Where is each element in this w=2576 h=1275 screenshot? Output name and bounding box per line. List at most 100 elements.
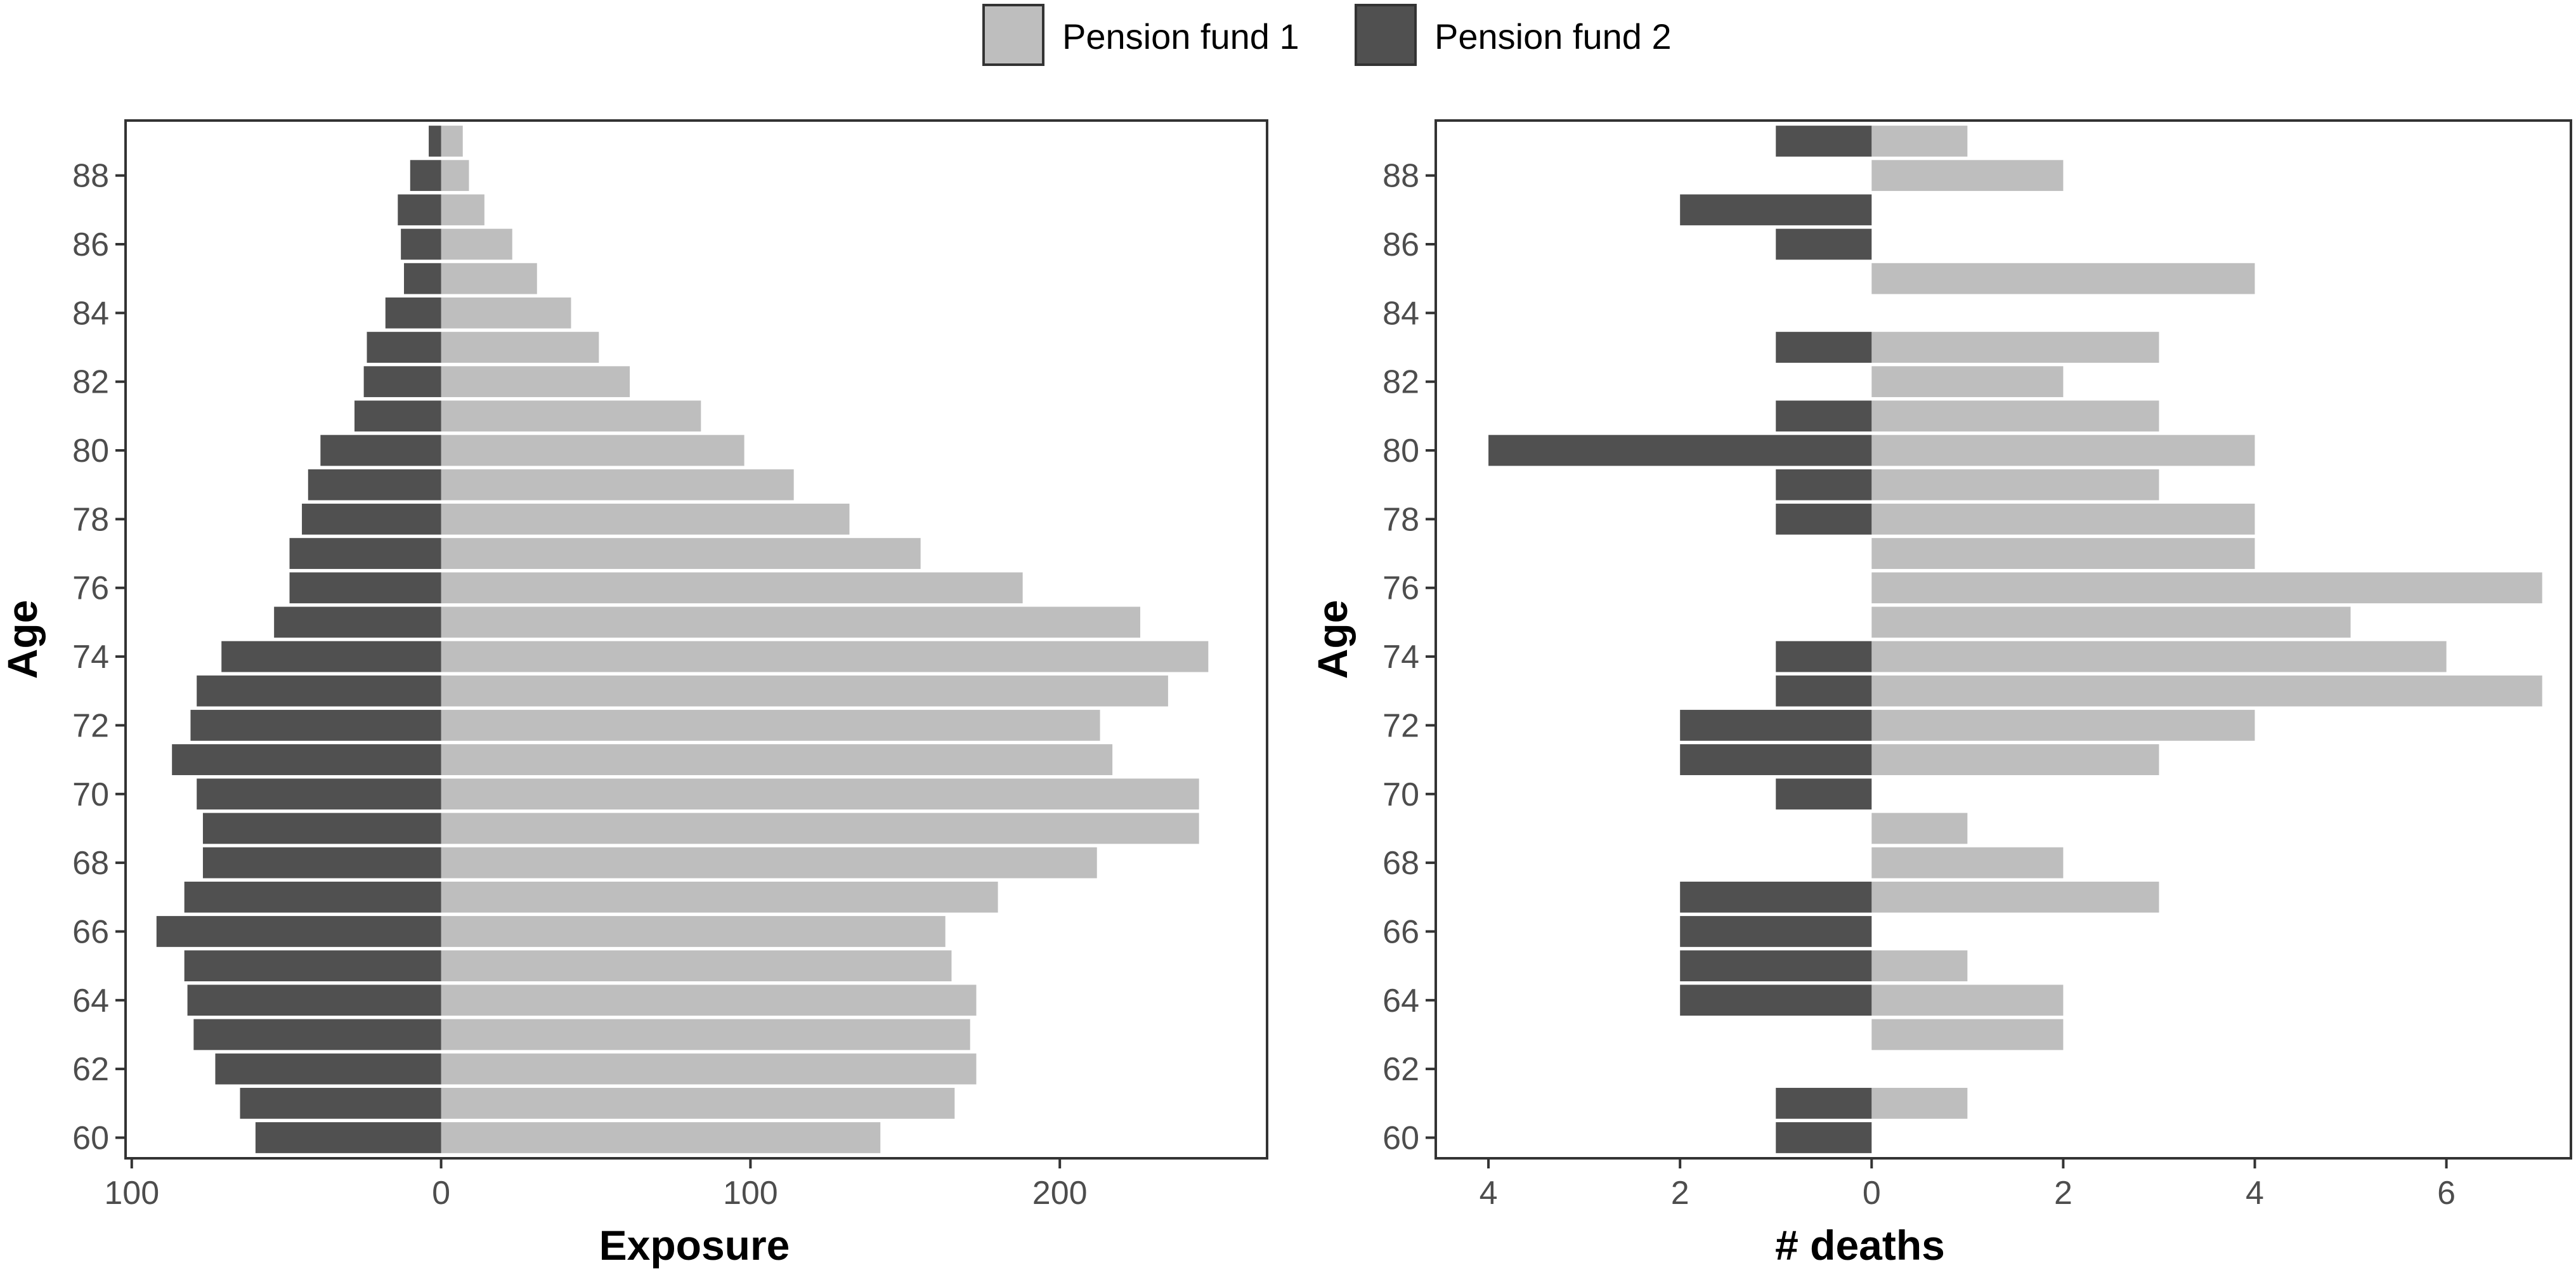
deaths-bar-fund2-age-78 [1776, 504, 1872, 535]
exposure-ytick-label: 78 [72, 501, 109, 538]
legend-swatch-pension-fund-1 [982, 4, 1044, 66]
exposure-xtick-label: 100 [723, 1175, 778, 1212]
exposure-bar-fund2-age-76 [289, 572, 441, 604]
exposure-bar-fund2-age-75 [274, 606, 441, 638]
deaths-bar-fund1-age-71 [1871, 744, 2159, 775]
legend-label-pension-fund-1: Pension fund 1 [1062, 16, 1299, 56]
exposure-xtick-label: 0 [432, 1175, 450, 1212]
deaths-ytick-label: 62 [1382, 1051, 1419, 1088]
exposure-bar-fund1-age-75 [441, 606, 1140, 638]
deaths-bar-fund1-age-85 [1871, 263, 2255, 294]
exposure-ytick-label: 62 [72, 1051, 109, 1088]
exposure-bar-fund2-age-85 [404, 263, 441, 294]
deaths-bar-fund1-age-73 [1871, 675, 2542, 707]
exposure-ytick-label: 84 [72, 295, 109, 332]
deaths-bar-fund1-age-89 [1871, 126, 1968, 157]
exposure-bar-fund1-age-73 [441, 675, 1168, 707]
deaths-ytick-label: 70 [1382, 776, 1419, 813]
exposure-y-axis-title: Age [0, 600, 46, 679]
deaths-bar-fund1-age-82 [1871, 366, 2064, 398]
deaths-bar-fund2-age-80 [1488, 435, 1872, 466]
exposure-ytick-label: 68 [72, 845, 109, 882]
exposure-panel-border [124, 119, 1268, 1160]
exposure-xtick-label: 200 [1032, 1175, 1088, 1212]
exposure-ytick-label: 80 [72, 433, 109, 469]
deaths-ytick-label: 88 [1382, 158, 1419, 195]
exposure-panel: 60 62 64 66 68 70 72 74 76 78 80 82 84 86 88 100 0 100 200… [0, 119, 1268, 1269]
exposure-ytick-label: 88 [72, 158, 109, 195]
exposure-bar-fund2-age-62 [215, 1053, 441, 1085]
deaths-xtick-label: 0 [1863, 1175, 1881, 1212]
exposure-bar-fund1-age-67 [441, 881, 998, 913]
deaths-xtick-label: 2 [1671, 1175, 1689, 1212]
deaths-ytick-label: 76 [1382, 570, 1419, 607]
exposure-bar-fund2-age-77 [289, 538, 441, 569]
exposure-ytick-label: 82 [72, 364, 109, 401]
exposure-bar-fund1-age-87 [441, 194, 485, 226]
exposure-bar-fund2-age-65 [184, 950, 441, 982]
deaths-bar-fund1-age-64 [1871, 984, 2064, 1016]
legend-label-pension-fund-2: Pension fund 2 [1434, 16, 1672, 56]
deaths-bar-fund1-age-83 [1871, 332, 2159, 363]
deaths-bar-fund1-age-69 [1871, 813, 1968, 844]
exposure-ytick-label: 70 [72, 776, 109, 813]
exposure-bar-fund2-age-88 [410, 160, 441, 192]
deaths-xtick-label: 4 [1480, 1175, 1498, 1212]
exposure-bar-fund1-age-74 [441, 641, 1209, 672]
exposure-bar-fund1-age-79 [441, 469, 794, 500]
exposure-bar-fund2-age-67 [184, 881, 441, 913]
deaths-bar-fund1-age-63 [1871, 1019, 2064, 1050]
deaths-bar-fund2-age-89 [1776, 126, 1872, 157]
exposure-bar-fund2-age-89 [429, 126, 441, 157]
exposure-bar-fund1-age-70 [441, 778, 1199, 810]
exposure-bar-fund2-age-81 [354, 400, 441, 432]
deaths-ytick-label: 86 [1382, 226, 1419, 263]
deaths-bar-fund2-age-70 [1776, 778, 1872, 810]
exposure-bar-fund1-age-68 [441, 847, 1097, 879]
deaths-bar-fund2-age-71 [1680, 744, 1872, 775]
exposure-bar-fund2-age-66 [156, 916, 441, 947]
exposure-bar-fund1-age-88 [441, 160, 469, 192]
exposure-bar-fund1-age-69 [441, 813, 1199, 844]
deaths-bar-fund2-age-86 [1776, 228, 1872, 260]
exposure-ytick-label: 64 [72, 983, 109, 1019]
exposure-bar-fund1-age-66 [441, 916, 946, 947]
deaths-xtick-label: 4 [2246, 1175, 2264, 1212]
exposure-bar-fund2-age-60 [255, 1122, 441, 1153]
deaths-ytick-label: 64 [1382, 983, 1419, 1019]
deaths-bar-fund2-age-74 [1776, 641, 1872, 672]
exposure-bar-fund2-age-79 [308, 469, 441, 500]
exposure-bar-fund1-age-64 [441, 984, 977, 1016]
deaths-ytick-label: 68 [1382, 845, 1419, 882]
exposure-bar-fund1-age-62 [441, 1053, 977, 1085]
deaths-bar-fund2-age-81 [1776, 400, 1872, 432]
exposure-bar-fund1-age-82 [441, 366, 630, 398]
exposure-x-axis-title: Exposure [599, 1222, 790, 1269]
deaths-bar-fund2-age-61 [1776, 1087, 1872, 1119]
deaths-bar-fund1-age-61 [1871, 1087, 1968, 1119]
exposure-bar-fund2-age-74 [221, 641, 441, 672]
exposure-bar-fund2-age-72 [190, 710, 441, 741]
deaths-bar-fund2-age-67 [1680, 881, 1872, 913]
exposure-bar-fund1-age-63 [441, 1019, 970, 1050]
exposure-bar-fund2-age-78 [302, 504, 441, 535]
exposure-bar-fund2-age-80 [320, 435, 441, 466]
exposure-bar-fund2-age-71 [172, 744, 441, 775]
deaths-bar-fund1-age-81 [1871, 400, 2159, 432]
deaths-bar-fund2-age-79 [1776, 469, 1872, 500]
exposure-bar-fund2-age-86 [401, 228, 441, 260]
deaths-ytick-label: 66 [1382, 913, 1419, 950]
deaths-ytick-label: 72 [1382, 707, 1419, 744]
exposure-bar-fund1-age-85 [441, 263, 537, 294]
deaths-bar-fund1-age-78 [1871, 504, 2255, 535]
deaths-panel-border [1434, 119, 2572, 1160]
exposure-bar-fund1-age-86 [441, 228, 512, 260]
exposure-bar-fund2-age-61 [240, 1087, 441, 1119]
legend-swatch-pension-fund-2 [1355, 4, 1417, 66]
exposure-bar-fund1-age-80 [441, 435, 745, 466]
deaths-xtick-label: 2 [2054, 1175, 2072, 1212]
deaths-bar-fund2-age-65 [1680, 950, 1872, 982]
deaths-bar-fund1-age-74 [1871, 641, 2447, 672]
exposure-bar-fund1-age-72 [441, 710, 1100, 741]
